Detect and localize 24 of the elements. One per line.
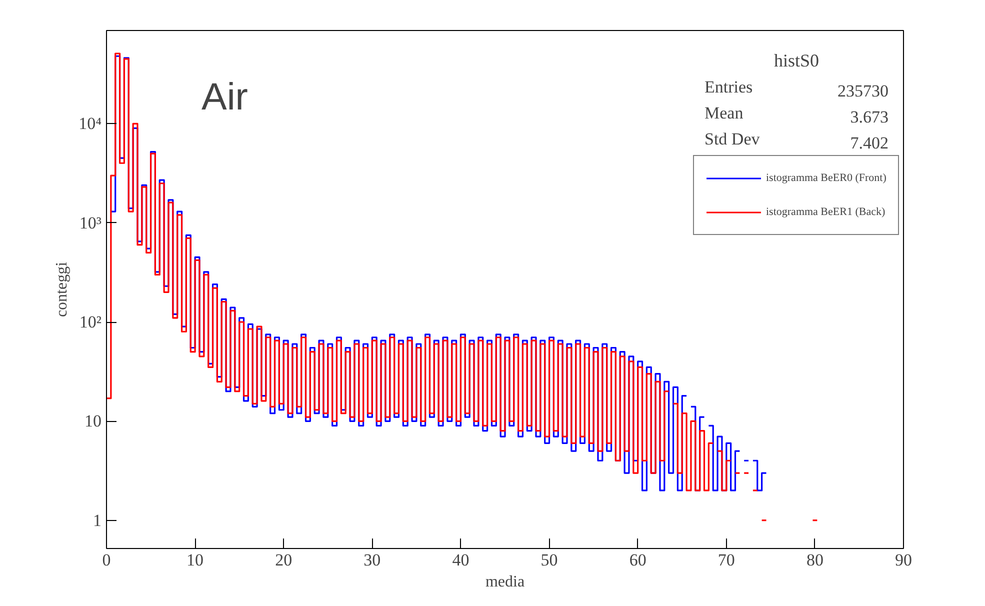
x-tick-label: 90	[895, 550, 912, 570]
annotation: histS0	[774, 50, 820, 70]
y-tick-label: 10⁴	[78, 114, 102, 134]
legend-label: istogramma BeER0 (Front)	[766, 172, 886, 184]
text: Mean 3.673	[704, 104, 888, 126]
x-tick-label: 10	[186, 550, 204, 570]
text: Std Dev 7.402	[704, 130, 888, 152]
x-tick-label: 20	[275, 550, 292, 570]
y-tick-label: 10	[84, 412, 102, 431]
x-tick-label: 0	[102, 550, 111, 570]
text: Entries 235730	[704, 78, 888, 100]
x-tick-label: 30	[364, 550, 381, 570]
y-axis-title: conteggi	[54, 261, 71, 318]
legend-label: istogramma BeER1 (Back)	[766, 206, 886, 218]
y-tick-label: 1	[93, 510, 102, 530]
x-tick-label: 50	[540, 550, 558, 570]
y-tick-label: 10²	[79, 312, 102, 332]
annotation: Air	[202, 76, 248, 118]
x-tick-label: 70	[718, 550, 735, 570]
x-tick-label: 80	[806, 550, 824, 570]
y-tick-label: 10³	[79, 213, 102, 232]
x-axis-title: media	[485, 574, 525, 590]
x-tick-label: 40	[452, 550, 470, 570]
x-tick-label: 60	[629, 550, 646, 570]
